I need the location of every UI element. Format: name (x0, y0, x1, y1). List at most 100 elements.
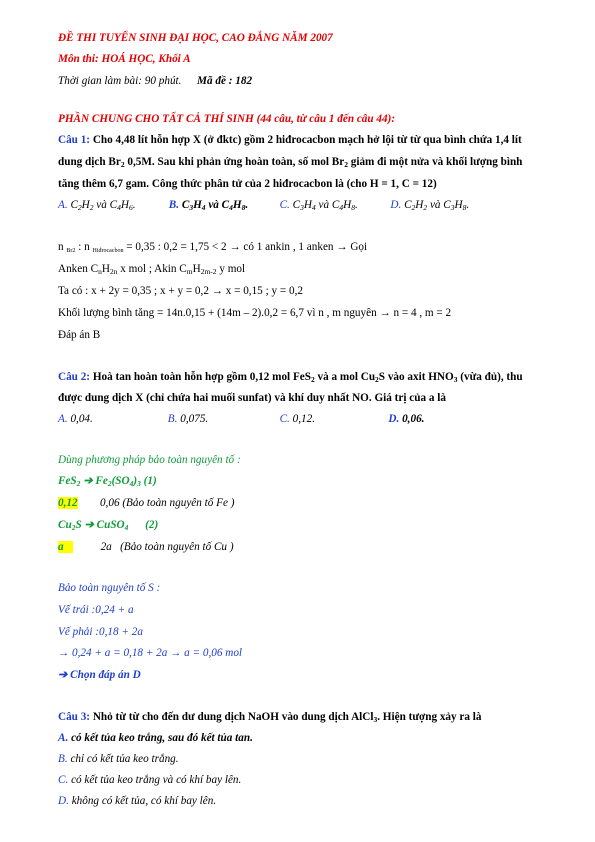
sub: 2 (120, 160, 125, 169)
sub: 2 (411, 203, 416, 212)
q2-option-a[interactable]: A. 0,04. (58, 412, 165, 426)
exam-subject: Môn thi: HOÁ HỌC, Khối A (58, 53, 191, 65)
q1-solution-3: Ta có : x + 2y = 0,35 ; x + y = 0,2 → x … (58, 284, 303, 298)
t: : n (75, 241, 93, 253)
t: C (292, 199, 301, 211)
t: 0,04. (70, 413, 93, 425)
sub: 2 (375, 375, 379, 384)
q2-options: A. 0,04. B. 0,075. C. 0,12. D. 0,06. (58, 412, 424, 426)
t: H (101, 263, 110, 275)
t: ) (133, 475, 138, 487)
q1-line-1: Câu 1: Cho 4,48 lít hỗn hợp X (ở đktc) g… (58, 133, 522, 147)
q2-option-c[interactable]: C. 0,12. (280, 412, 386, 426)
q1-line-3: tăng thêm 6,7 gam. Công thức phân tử của… (58, 178, 437, 190)
sub: 2 (311, 375, 315, 384)
t: H (303, 199, 312, 211)
t: . (245, 199, 249, 211)
q1-option-d[interactable]: D. C2H2 và C3H8. (390, 198, 469, 215)
q2-right-side: Vế phải :0,18 + 2a (58, 626, 143, 638)
sub: 2 (71, 523, 76, 532)
t: Fe (95, 475, 108, 487)
sub: 2n (109, 267, 118, 276)
option-letter: B. (167, 413, 178, 425)
sub: 2 (77, 203, 82, 212)
section-heading: PHẦN CHUNG CHO TẤT CẢ THÍ SINH (44 câu, … (58, 113, 396, 125)
t: có 1 ankin , 1 anken (240, 241, 337, 253)
t: H (81, 199, 90, 211)
t: H (343, 199, 352, 211)
sub: 3 (450, 203, 455, 212)
arrow-icon: → (229, 241, 241, 253)
highlighted-value: a (58, 541, 73, 553)
q3-option-b[interactable]: B. chỉ có kết tủa keo trắng. (58, 752, 179, 766)
q3-option-a[interactable]: A. có kết tủa keo trắng, sau đó kết tủa … (58, 731, 253, 745)
t: H (415, 199, 424, 211)
option-letter: C. (279, 413, 290, 425)
q1-option-a[interactable]: A. C2H2 và C4H6. (58, 198, 166, 215)
arrow-icon: → (336, 241, 348, 253)
q2-conservation-title: Bảo toàn nguyên tố S : (58, 582, 161, 594)
q3-option-d[interactable]: D. không có kết tủa, có khí bay lên. (58, 794, 216, 808)
q1-option-c[interactable]: C. C3H4 và C4H8. (280, 198, 388, 215)
t: (SO (111, 475, 130, 487)
sub: m (186, 267, 193, 276)
t: Nhỏ từ từ cho đến dư dung dịch NaOH vào … (92, 711, 374, 723)
q2-ratio-2: a 2a (Bảo toàn nguyên tố Cu ) (58, 540, 234, 554)
t: 0,06 (Bảo toàn nguyên tố Fe ) (77, 497, 235, 509)
option-letter: C. (58, 774, 69, 786)
t: FeS (58, 475, 77, 487)
q2-option-d[interactable]: D. 0,06. (388, 412, 424, 426)
sub: 3 (300, 203, 304, 212)
t: Hoà tan hoàn toàn hỗn hợp gồm 0,12 mol F… (92, 371, 311, 383)
q3-option-c[interactable]: C. có kết tủa keo trắng và có khí bay lê… (58, 773, 241, 787)
arrow-icon: → (170, 647, 182, 659)
arrow-icon: ➔ (58, 669, 68, 681)
sub: 4 (311, 203, 316, 212)
q2-method: Dùng phương pháp bảo toàn nguyên tố : (58, 454, 241, 466)
q3-line-1: Câu 3: Nhỏ từ từ cho đến dư dung dịch Na… (58, 710, 481, 727)
exam-time: Thời gian làm bài: 90 phút. Mã đề : 182 (58, 74, 252, 88)
t: CuSO (93, 519, 125, 531)
q1-option-b[interactable]: B. C3H4 và C4H8. (169, 198, 277, 215)
t: chỉ có kết tủa keo trắng. (70, 753, 179, 765)
t: C (70, 199, 78, 211)
t: . Hiện tượng xảy ra là (377, 711, 482, 723)
arrow-icon: → (379, 307, 391, 319)
q1-solution-4: Khối lượng bình tăng = 14n.0,15 + (14m –… (58, 306, 451, 320)
t: H (120, 199, 129, 211)
sub: 3 (373, 715, 378, 724)
q2-number: Câu 2: (58, 371, 91, 383)
q2-equation-1: FeS2 ➔ Fe2(SO4)3 (1) (58, 474, 157, 491)
sub: 4 (117, 203, 121, 212)
t: có kết tủa keo trắng và có khí bay lên. (71, 774, 242, 786)
q1-text-2a: dung dịch Br (58, 156, 121, 168)
sub: 3 (189, 203, 194, 212)
t: và C (205, 199, 230, 211)
sub: 2 (76, 479, 81, 488)
t: x mol ; Akin C (117, 263, 187, 275)
option-letter: D. (390, 199, 402, 211)
t: = 0,35 : 0,2 = 1,75 < 2 (123, 241, 230, 253)
sub: 4 (229, 203, 233, 212)
t: . (354, 199, 358, 211)
t: 0,075. (180, 413, 209, 425)
sub: 8 (241, 203, 246, 212)
q2-option-b[interactable]: B. 0,075. (168, 412, 277, 426)
option-letter: B. (168, 199, 180, 211)
q1-solution-2: Anken CnH2n x mol ; Akin CmH2m-2 y mol (58, 262, 245, 279)
t: a = 0,06 mol (181, 647, 243, 659)
t: Khối lượng bình tăng = 14n.0,15 + (14m –… (58, 307, 380, 319)
q1-line-2: dung dịch Br2 0,5M. Sau khi phản ứng hoà… (58, 155, 522, 172)
t: S vào axit HNO (378, 371, 454, 383)
sub: 2 (107, 479, 112, 488)
q2-equation-2: Cu2S ➔ CuSO4 (2) (58, 518, 158, 535)
t: y mol (216, 263, 246, 275)
sub: 8 (462, 203, 467, 212)
sub: 3 (137, 479, 141, 488)
sub: 2 (89, 203, 94, 212)
sub: 2 (344, 160, 348, 169)
t: không có kết tủa, có khí bay lên. (71, 795, 217, 807)
q1-text-1: Cho 4,48 lít hỗn hợp X (ở đktc) gồm 2 hi… (92, 134, 522, 146)
t: và C (427, 199, 451, 211)
